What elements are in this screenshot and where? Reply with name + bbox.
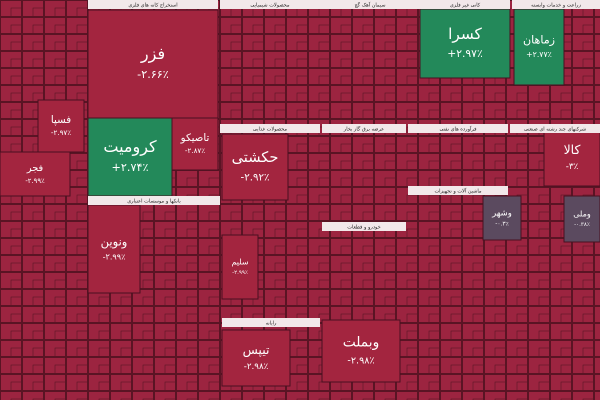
tile: [221, 234, 259, 300]
tile-label: حکشتی: [232, 149, 279, 166]
tile: [87, 204, 141, 294]
tile-label: فسپا: [51, 115, 71, 126]
tile: [563, 195, 600, 243]
sector-header: [510, 124, 600, 133]
tile: [87, 9, 219, 119]
tile-change: -۲.۹۲٪: [241, 171, 270, 183]
sector-name: کانی غیر فلزی: [450, 3, 481, 9]
tile-label: کرومیت: [103, 137, 157, 157]
tile: [221, 133, 289, 201]
tile-label: سلیم: [231, 258, 248, 267]
sector-name: فرآورده های نفتی: [439, 126, 477, 133]
tile-change: -۲.۸۷٪: [185, 146, 205, 155]
tile: [0, 151, 71, 197]
sector-header: [322, 222, 406, 231]
sector-header: [322, 124, 406, 133]
sector-name: سیمان آهک گچ: [354, 2, 385, 9]
sector-header: [220, 124, 320, 133]
sector-header: [420, 0, 510, 9]
tile-change: -۲.۹۹٪: [232, 270, 248, 276]
tile-change: +۲.۷۴٪: [112, 161, 149, 174]
tile-label: فزر: [140, 44, 165, 64]
sector-name: ماشین آلات و تجهیزات: [434, 188, 481, 195]
tile-label: وشهر: [491, 207, 512, 217]
tile-label: وبملت: [343, 335, 380, 351]
sector-name: رایانه: [266, 321, 277, 327]
sector-name: استخراج کانه های فلزی: [128, 3, 177, 9]
tile-change: -۳٪: [566, 162, 579, 172]
tile-change: -۲.۹۷٪: [51, 128, 71, 137]
tile-label: ونوین: [101, 235, 128, 250]
tile-change: -۲.۶۶٪: [137, 68, 169, 81]
sector-name: محصولات شیمیایی: [250, 3, 289, 9]
tile-label: زماهان: [523, 33, 555, 46]
sector-header: [408, 124, 508, 133]
sector-name: شرکتهای چند رشته ای صنعتی: [524, 127, 586, 133]
tile: [221, 329, 291, 387]
tile: [543, 129, 600, 187]
tile-change: -۰.۳۸٪: [574, 222, 590, 228]
tile: [37, 99, 85, 153]
tile-change: -۲.۹۹٪: [103, 252, 126, 262]
tile-change: +۲.۷۷٪: [526, 50, 552, 59]
tile-change: -۲.۹۹٪: [25, 177, 45, 185]
tile-label: کالا: [564, 142, 581, 157]
tile: [321, 319, 401, 383]
tile-change: +۲.۹۷٪: [447, 47, 483, 60]
tile-change: -۲.۹۸٪: [347, 356, 374, 367]
tile-change: -۰.۳٪: [495, 221, 509, 227]
tile-change: -۲.۹۸٪: [244, 362, 269, 372]
tile: [87, 117, 173, 197]
sector-name: عرضه برق گاز بخار: [343, 126, 384, 133]
sector-name: خودرو و قطعات: [347, 225, 380, 231]
tile: [171, 117, 219, 171]
sector-name: محصولات غذایی: [253, 127, 287, 133]
sector-header: [320, 0, 420, 9]
sector-header: [222, 318, 320, 327]
sector-header: [512, 0, 600, 9]
tile-label: فجر: [26, 163, 43, 174]
tile-label: وملی: [573, 210, 591, 219]
tile-label: تیپس: [243, 342, 270, 358]
sector-header: [408, 186, 508, 195]
tile: [419, 8, 511, 79]
sector-name: بانکها و موسسات اعتباری: [127, 199, 180, 205]
tile-label: کسرا: [448, 25, 482, 43]
tile: [482, 195, 522, 241]
sector-header: [88, 196, 220, 205]
sector-header: [220, 0, 320, 9]
tile-label: تاصیکو: [180, 133, 210, 144]
sector-name: زراعت و خدمات وابسته: [531, 3, 581, 9]
tile: [513, 8, 565, 86]
sector-header: [88, 0, 218, 9]
